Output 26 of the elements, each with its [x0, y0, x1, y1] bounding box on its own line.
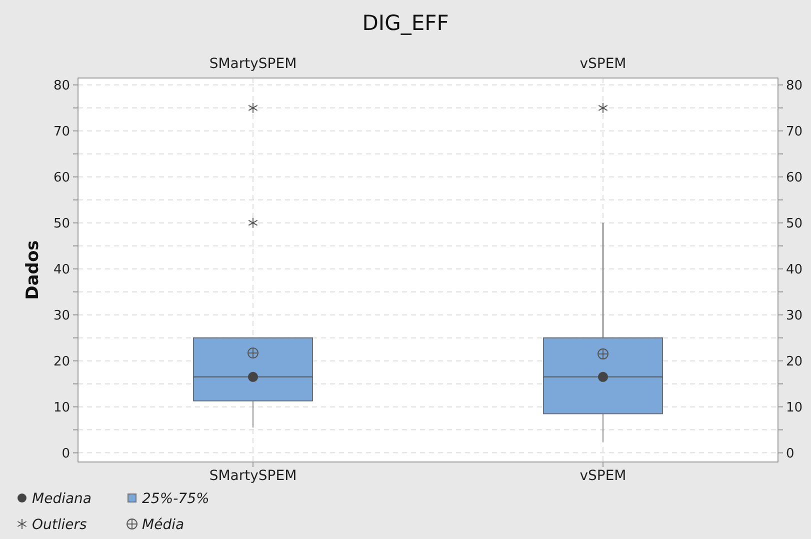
y2-tick-label: 20: [786, 354, 803, 370]
y-tick-label: 10: [53, 400, 70, 416]
y-tick-label: 20: [53, 354, 70, 370]
y2-tick-label: 30: [786, 308, 803, 324]
y-tick-label: 40: [53, 262, 70, 278]
y2-tick-label: 40: [786, 262, 803, 278]
y2-tick-label: 10: [786, 400, 803, 416]
y-tick-label: 50: [53, 216, 70, 232]
y2-tick-label: 70: [786, 124, 803, 140]
text: 25%-75%: [142, 490, 210, 507]
y2-tick-label: 60: [786, 170, 803, 186]
text: Média: [142, 516, 184, 533]
text: Mediana: [32, 490, 92, 507]
y-tick-label: 0: [62, 446, 70, 462]
y2-tick-label: 50: [786, 216, 803, 232]
y2-tick-label: 80: [786, 78, 803, 94]
text: Outliers: [32, 516, 87, 533]
y-tick-label: 30: [53, 308, 70, 324]
y-tick-label: 70: [53, 124, 70, 140]
chart-title: DIG_EFF: [362, 11, 449, 35]
y-axis-title: Dados: [23, 240, 43, 300]
y-tick-label: 60: [53, 170, 70, 186]
category-label: vSPEM: [580, 468, 626, 484]
y2-tick-label: 0: [786, 446, 794, 462]
category-label: SMartySPEM: [209, 468, 297, 484]
y-tick-label: 80: [53, 78, 70, 94]
